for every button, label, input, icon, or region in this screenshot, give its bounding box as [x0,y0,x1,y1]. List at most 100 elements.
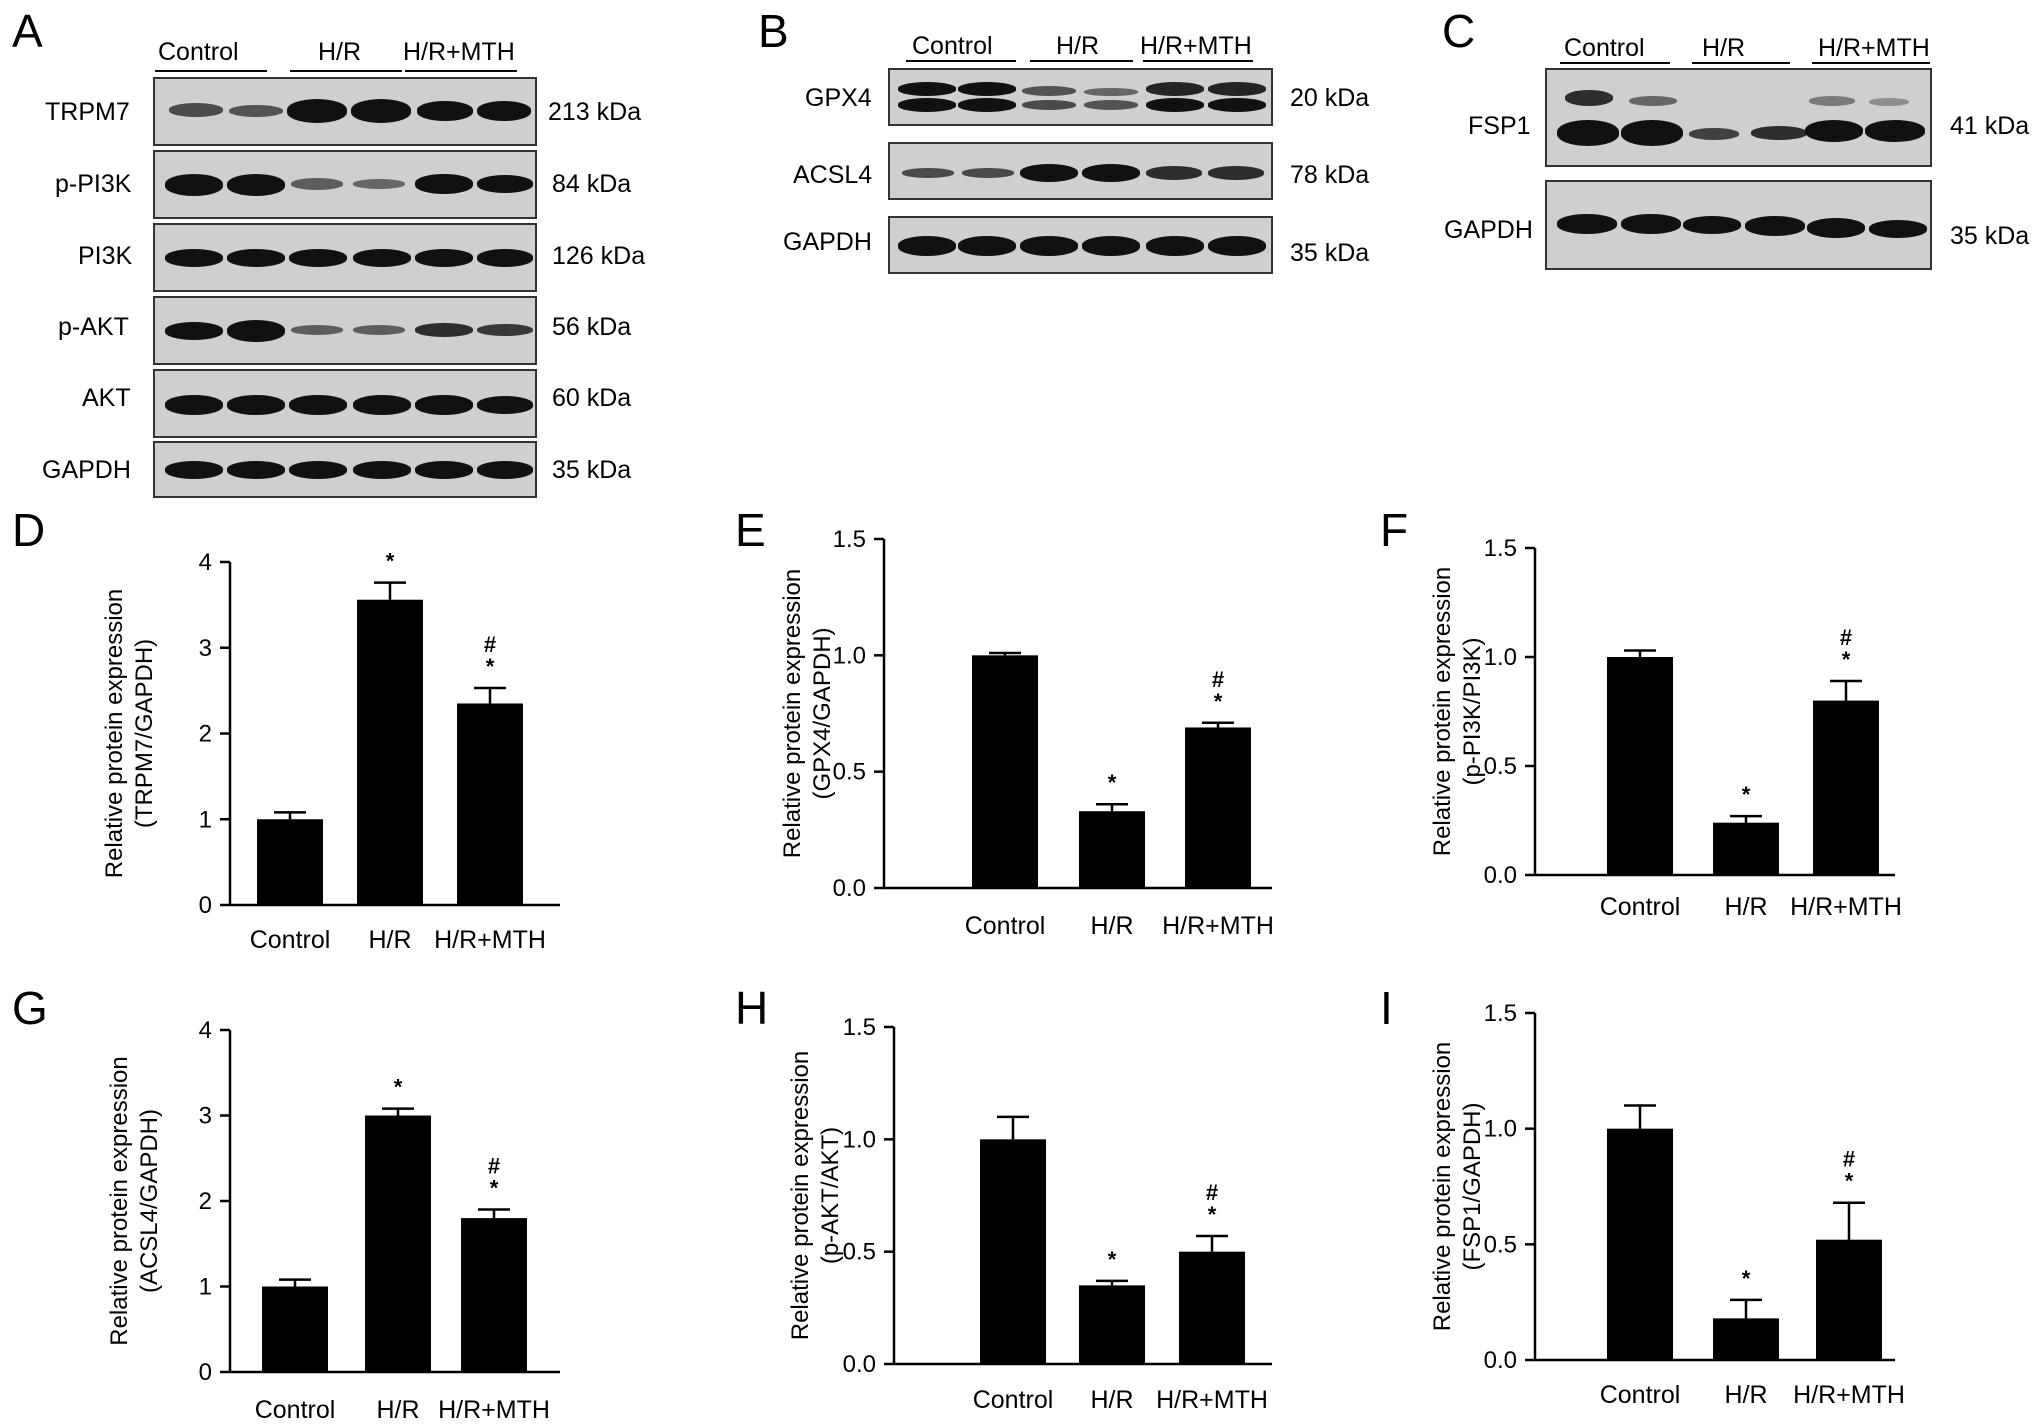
chart-d-y-axis-label: (TRPM7/GAPDH) [131,639,158,828]
chart-f-bar [1713,822,1779,875]
blot-a-strip-gapdh [153,441,537,498]
chart-f-y-tick-label: 0.0 [1484,862,1517,889]
chart-h-bar [980,1139,1046,1364]
blot-c-group-line [1812,62,1930,64]
chart-f-category-label: Control [1600,893,1681,921]
blot-b-group-hrmth: H/R+MTH [1140,32,1252,60]
chart-i-y-axis-label: (FSP1/GAPDH) [1459,1102,1486,1270]
blot-c-strip-fsp1 [1545,68,1932,167]
chart-g-significance-mark: * [394,1075,403,1100]
chart-i-y-tick-label: 0.0 [1484,1347,1517,1374]
blot-b-group-line [1030,60,1133,62]
blot-a-row-label: p-AKT [58,313,129,341]
chart-f-significance-mark: # [1840,625,1852,650]
chart-h-y-tick-label: 1.0 [843,1126,876,1153]
chart-d-y-tick-label: 2 [199,721,212,748]
panel-letter-e: E [735,504,766,556]
blot-c-row-kda: 41 kDa [1950,112,2030,140]
blot-a-strip-pakt [153,296,537,365]
blot-a-row-kda: 84 kDa [552,170,632,198]
chart-h-y-axis-label: (p-AKT/AKT) [817,1127,844,1264]
chart-g-y-axis-label: (ACSL4/GAPDH) [136,1109,163,1293]
chart-d-bar [457,703,523,905]
blot-b-group-control: Control [912,32,993,60]
chart-f-y-tick-label: 1.5 [1484,535,1517,562]
chart-i-category-label: Control [1600,1381,1681,1409]
blot-a-group-hrmth: H/R+MTH [403,38,515,66]
blot-c-group-line [1560,62,1670,64]
blot-b-row-kda: 35 kDa [1290,239,1370,267]
chart-d-category-label: H/R [368,926,411,954]
chart-g-significance-mark: * [490,1176,499,1201]
chart-h-category-label: H/R [1090,1386,1133,1414]
chart-d-significance-mark: * [386,549,395,574]
chart-f-category-label: H/R [1724,893,1767,921]
chart-g-y-tick-label: 1 [199,1274,212,1301]
blot-b-row-kda: 20 kDa [1290,84,1370,112]
chart-g-y-axis-label: Relative protein expression [106,1056,133,1346]
chart-d-y-tick-label: 4 [199,549,212,576]
chart-f-bar [1813,700,1879,875]
chart-e-bar [1079,811,1145,888]
blot-b-strip-acsl4 [888,142,1273,200]
blot-a-group-control: Control [158,38,239,66]
chart-e-y-tick-label: 1.5 [833,526,866,553]
chart-d-y-tick-label: 3 [199,635,212,662]
chart-d-category-label: Control [250,926,331,954]
chart-h-y-tick-label: 0.0 [843,1351,876,1378]
chart-i-y-axis-label: Relative protein expression [1429,1042,1456,1332]
chart-h-bar [1079,1285,1145,1364]
chart-e-y-axis-label: (GPX4/GAPDH) [809,627,836,799]
blot-a-row-kda: 126 kDa [552,242,646,270]
blot-c-row-label: FSP1 [1468,112,1531,140]
chart-d-y-tick-label: 1 [199,806,212,833]
chart-i-y-tick-label: 1.0 [1484,1116,1517,1143]
blot-a-group-line [155,70,267,72]
blot-a-row-label: TRPM7 [45,98,130,126]
panel-letter-b: B [758,5,789,57]
chart-g-bar [461,1218,527,1372]
blot-b-strip-gpx4 [888,68,1273,126]
blot-a-row-kda: 213 kDa [548,98,642,126]
blot-c-row-label: GAPDH [1444,216,1533,244]
panel-letter-g: G [12,982,48,1034]
chart-e-bar [1185,727,1251,888]
chart-h-significance-mark: * [1108,1247,1117,1272]
chart-g-y-tick-label: 3 [199,1103,212,1130]
blot-b-row-label: GPX4 [805,84,872,112]
chart-g-category-label: H/R+MTH [438,1396,550,1424]
chart-h-y-axis-label: Relative protein expression [787,1051,814,1341]
chart-i-category-label: H/R+MTH [1793,1381,1905,1409]
blot-c-group-control: Control [1564,34,1645,62]
chart-h-category-label: Control [973,1386,1054,1414]
chart-g-y-tick-label: 2 [199,1188,212,1215]
chart-h-significance-mark: # [1206,1180,1218,1205]
chart-g-significance-mark: # [488,1154,500,1179]
blot-a-strip-pi3k [153,223,537,292]
chart-g-y-tick-label: 4 [199,1017,212,1044]
blot-a-row-label: GAPDH [42,456,131,484]
chart-e-y-tick-label: 0.0 [833,875,866,902]
chart-i-bar [1816,1239,1882,1360]
chart-e-category-label: H/R+MTH [1162,912,1274,940]
chart-h-y-tick-label: 1.5 [843,1014,876,1041]
chart-i-significance-mark: # [1843,1147,1855,1172]
chart-e-category-label: Control [965,912,1046,940]
blot-b-row-label: ACSL4 [793,161,873,189]
blot-a-group-hr: H/R [318,38,362,66]
chart-g-bar [365,1115,431,1372]
chart-f-y-tick-label: 1.0 [1484,644,1517,671]
blot-a-row-kda: 56 kDa [552,313,632,341]
chart-h-significance-mark: * [1208,1202,1217,1227]
blot-a-group-line [290,70,402,72]
blot-a-row-label: PI3K [78,242,133,270]
chart-i-bar [1607,1128,1673,1360]
blot-a-strip-ppi3k [153,150,537,219]
chart-d-bar [257,819,323,905]
chart-f-bar [1607,657,1673,875]
chart-f-significance-mark: * [1842,647,1851,672]
chart-e-significance-mark: * [1108,770,1117,795]
panel-letter-h: H [735,982,769,1034]
chart-i-significance-mark: * [1742,1266,1751,1291]
